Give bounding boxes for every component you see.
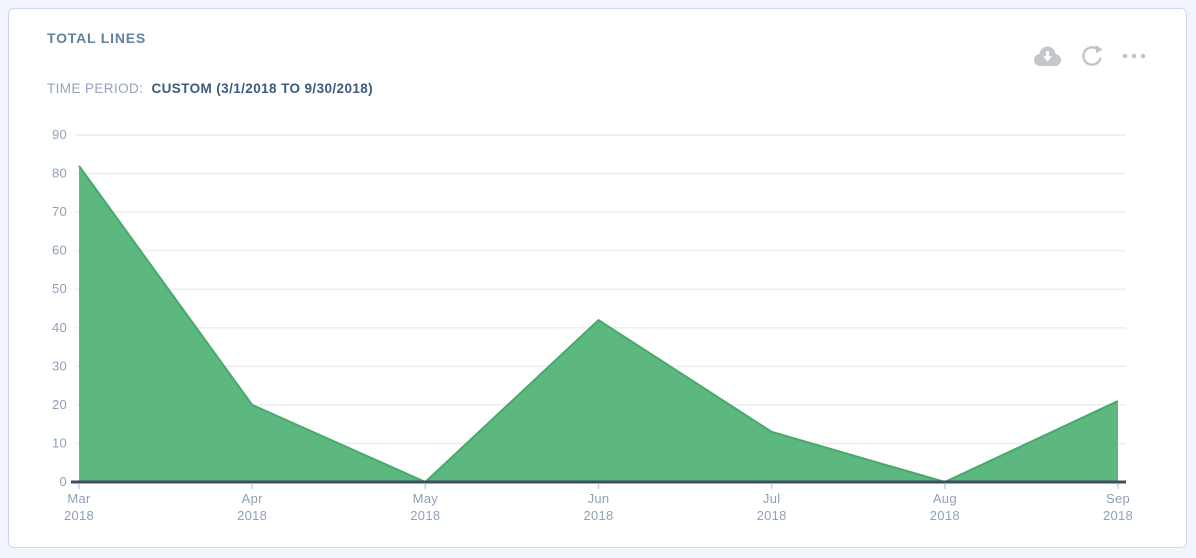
y-tick-label: 50 bbox=[52, 281, 67, 296]
x-tick-label: Jul 2018 bbox=[757, 491, 787, 523]
more-options-button[interactable] bbox=[1120, 50, 1148, 62]
total-lines-area-chart: 0 10 20 30 40 50 60 70 80 90 Mar 2018 Apr 2018 May 2018… bbox=[9, 127, 1188, 541]
refresh-button[interactable] bbox=[1079, 43, 1105, 69]
y-tick-label: 0 bbox=[59, 474, 67, 489]
x-tick-label: May 2018 bbox=[410, 491, 440, 523]
area-chart-svg: 0 10 20 30 40 50 60 70 80 90 Mar 2018 Apr 2018 May 2018… bbox=[52, 127, 1133, 523]
time-period-value: CUSTOM (3/1/2018 TO 9/30/2018) bbox=[151, 81, 374, 96]
x-tick-label: Apr 2018 bbox=[237, 491, 267, 523]
time-period-label: TIME PERIOD: bbox=[47, 81, 144, 96]
card-title: TOTAL LINES bbox=[47, 30, 147, 46]
x-tick-label: Aug 2018 bbox=[930, 491, 960, 523]
y-tick-label: 40 bbox=[52, 320, 67, 335]
y-tick-label: 80 bbox=[52, 166, 67, 181]
x-tick-label: Mar 2018 bbox=[64, 491, 94, 523]
download-button[interactable] bbox=[1031, 44, 1064, 69]
y-tick-label: 70 bbox=[52, 204, 67, 219]
y-tick-label: 90 bbox=[52, 127, 67, 142]
y-tick-label: 30 bbox=[52, 358, 67, 373]
total-lines-card: TOTAL LINES bbox=[8, 8, 1187, 548]
refresh-icon bbox=[1079, 43, 1105, 69]
x-tick-label: Jun 2018 bbox=[583, 491, 613, 523]
cloud-download-icon bbox=[1031, 44, 1064, 69]
y-tick-label: 20 bbox=[52, 397, 67, 412]
time-period: TIME PERIOD: CUSTOM (3/1/2018 TO 9/30/20… bbox=[47, 81, 373, 96]
y-tick-label: 10 bbox=[52, 435, 67, 450]
ellipsis-icon bbox=[1120, 50, 1148, 62]
x-tick-label: Sep 2018 bbox=[1103, 491, 1133, 523]
card-action-bar bbox=[1031, 43, 1148, 69]
area-fill bbox=[79, 165, 1118, 482]
y-tick-label: 60 bbox=[52, 243, 67, 258]
